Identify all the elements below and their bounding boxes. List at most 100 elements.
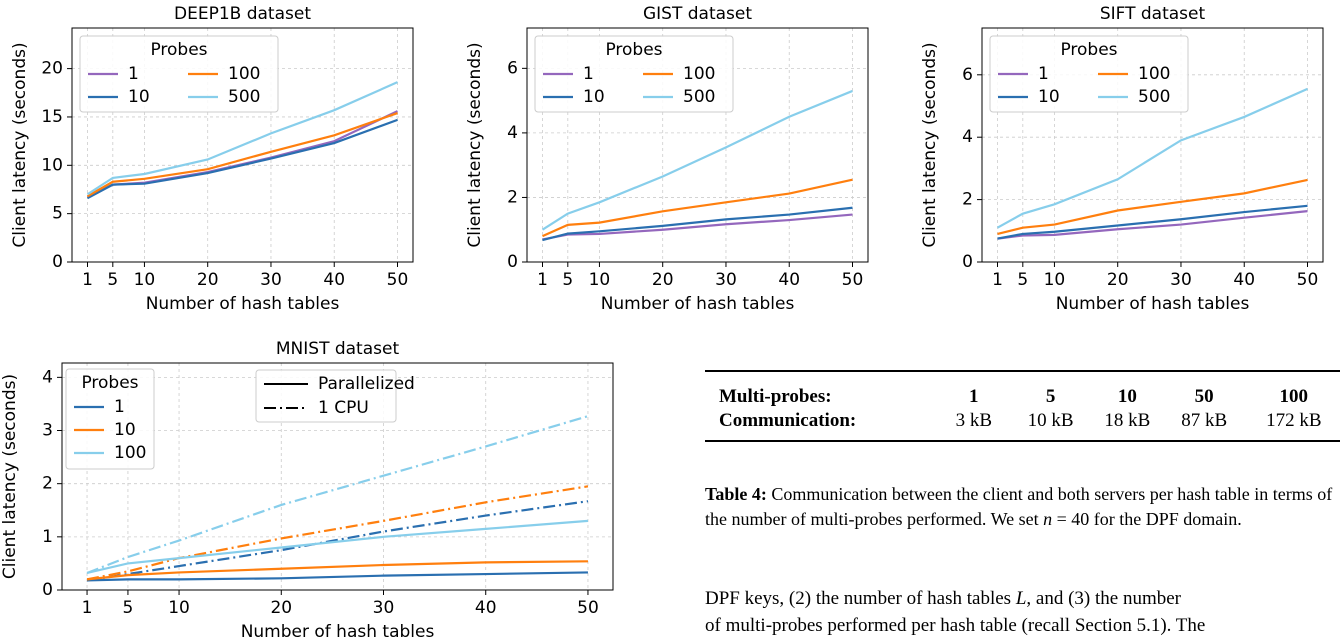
chart-title: MNIST dataset: [276, 339, 400, 359]
legend-label: 1 CPU: [318, 398, 369, 418]
series-line: [86, 560, 588, 581]
table-cell: 172 kB: [1266, 410, 1322, 431]
legend-label: 10: [114, 420, 136, 440]
table-cell: Multi-probes:: [719, 386, 832, 407]
series-line: [86, 415, 589, 575]
text: DPF keys, (2) the number of hash tables: [705, 588, 1012, 609]
x-axis-label: Number of hash tables: [601, 294, 795, 314]
y-tick-label: 4: [962, 127, 973, 147]
y-tick-label: 3: [42, 421, 53, 441]
table-cell: 50: [1194, 386, 1214, 407]
legend-label: 1: [1038, 64, 1049, 84]
series-line: [86, 81, 398, 196]
y-tick-label: 10: [41, 155, 63, 175]
x-tick-label: 5: [123, 598, 134, 618]
x-tick-label: 10: [589, 270, 611, 290]
table-cell: 100: [1279, 386, 1309, 407]
x-tick-label: 30: [715, 270, 737, 290]
legend-label: 10: [128, 87, 150, 107]
x-tick-label: 50: [387, 270, 409, 290]
series-line: [997, 178, 1308, 235]
x-tick-label: 40: [1233, 270, 1255, 290]
table-wrap: Multi-probes: 1 5 10 50 100 Communication: 3 kB…: [705, 370, 1340, 442]
legend-label: 1: [583, 64, 594, 84]
x-axis-label: Number of hash tables: [1056, 294, 1250, 314]
x-tick-label: 1: [82, 598, 93, 618]
y-tick-label: 4: [507, 123, 518, 143]
table-cell: 10 kB: [1027, 410, 1074, 431]
y-tick-label: 0: [52, 252, 63, 272]
x-tick-label: 1: [992, 270, 1003, 290]
series-line: [86, 485, 589, 581]
y-tick-label: 0: [42, 580, 53, 600]
legend-title: Probes: [81, 373, 138, 393]
x-tick-label: 1: [82, 270, 93, 290]
y-tick-label: 1: [42, 527, 53, 547]
table: Multi-probes: 1 5 10 50 100 Communication: 3 kB…: [705, 370, 1340, 442]
legend-label: 500: [1138, 87, 1170, 107]
legend-label: 1: [114, 397, 125, 417]
x-tick-label: 30: [373, 598, 395, 618]
caption-text: Communication between the client and bot…: [705, 484, 1333, 529]
series-line: [996, 87, 1308, 229]
y-tick-label: 5: [52, 204, 63, 224]
x-tick-label: 20: [1107, 270, 1129, 290]
legend-label: 100: [228, 64, 260, 84]
x-tick-label: 1: [537, 270, 548, 290]
x-tick-label: 30: [1170, 270, 1192, 290]
y-tick-label: 0: [962, 252, 973, 272]
legend-label: Parallelized: [318, 374, 415, 394]
text: , and (3) the number: [1026, 588, 1181, 609]
y-axis-label: Client latency (seconds): [0, 374, 20, 579]
y-tick-label: 6: [507, 58, 518, 78]
y-tick-label: 0: [507, 252, 518, 272]
series-line: [542, 206, 853, 242]
x-tick-label: 40: [475, 598, 497, 618]
table-cell: Communication:: [719, 410, 857, 431]
y-tick-label: 20: [41, 59, 63, 79]
y-tick-label: 2: [507, 187, 518, 207]
legend-label: 10: [1038, 87, 1060, 107]
series-line: [997, 210, 1308, 240]
legend-label: 100: [683, 64, 715, 84]
legend-title: Probes: [605, 40, 662, 60]
y-axis-label: Client latency (seconds): [920, 42, 940, 247]
y-tick-label: 4: [42, 367, 53, 387]
legend-box: [989, 35, 1189, 113]
x-tick-label: 10: [134, 270, 156, 290]
x-tick-label: 20: [270, 598, 292, 618]
legend-label: 500: [228, 87, 260, 107]
series-line: [86, 112, 398, 198]
body-text: DPF keys, (2) the number of hash tables …: [705, 585, 1340, 639]
legend-label: 500: [683, 87, 715, 107]
series-line: [541, 89, 853, 231]
series-line: [86, 500, 589, 582]
series-line: [542, 213, 853, 241]
legend-title: Probes: [1060, 40, 1117, 60]
table-cell: 87 kB: [1181, 410, 1228, 431]
body-line: DPF keys, (2) the number of hash tables …: [705, 585, 1340, 612]
x-axis-label: Number of hash tables: [146, 294, 340, 314]
caption-var: n: [1043, 509, 1053, 529]
caption-rest: = 40 for the DPF domain.: [1056, 509, 1242, 529]
x-tick-label: 5: [562, 270, 573, 290]
x-tick-label: 10: [168, 598, 190, 618]
caption: Table 4: Communication between the clien…: [705, 482, 1340, 532]
legend-label: 100: [114, 443, 146, 463]
table-cell: 18 kB: [1104, 410, 1151, 431]
legend-box: [79, 35, 279, 113]
legend-box: [65, 368, 155, 470]
y-axis-label: Client latency (seconds): [465, 42, 485, 247]
table-row: Communication: 3 kB 10 kB 18 kB 87 kB 172 kB: [705, 409, 1340, 441]
x-tick-label: 50: [1297, 270, 1319, 290]
table-cell: 1: [969, 386, 979, 407]
table-row: Multi-probes: 1 5 10 50 100: [705, 371, 1340, 409]
series-line: [542, 178, 853, 238]
x-tick-label: 20: [652, 270, 674, 290]
series-line: [86, 118, 398, 200]
x-tick-label: 5: [107, 270, 118, 290]
series-line: [86, 519, 589, 575]
table-cell: 10: [1117, 386, 1137, 407]
legend-box: [534, 35, 734, 113]
